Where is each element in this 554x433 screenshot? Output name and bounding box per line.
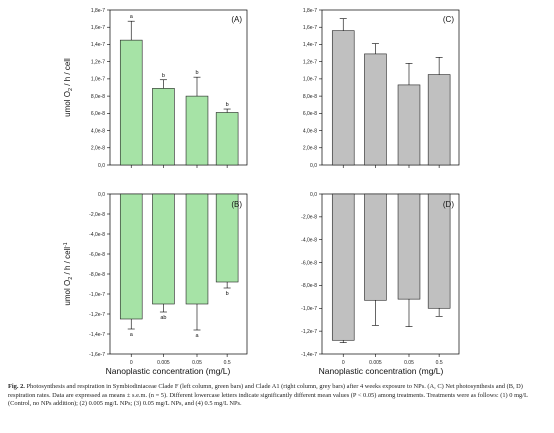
x-tick-label: 0.05 <box>192 360 202 366</box>
bar <box>331 193 355 341</box>
y-tick-label: 4,0e-8 <box>91 128 105 134</box>
bar <box>215 112 239 166</box>
plot-frame <box>321 193 460 355</box>
significance-letter: ab <box>160 315 166 321</box>
significance-letter: b <box>226 102 229 108</box>
significance-letter: b <box>195 70 198 76</box>
y-tick-label: 8,0e-8 <box>91 94 105 100</box>
y-tick-label: 1,4e-7 <box>303 42 317 48</box>
x-tick-label: 0 <box>342 360 345 366</box>
y-tick-label: 0,0 <box>98 192 105 198</box>
y-tick-label: 1,2e-7 <box>91 59 105 65</box>
panel-d-respiration-clade-a1: 0,0 -2,0e-8 -4,0e-8 -6,0e-8 -8,0e-8 -1,0e-7 -1… <box>301 192 460 366</box>
x-tick-label: 0.005 <box>157 360 170 366</box>
y-tick-label: -1,2e-7 <box>89 312 105 318</box>
caption-text: Photosynthesis and respiration in Symbio… <box>8 383 528 408</box>
x-tick-label: 0.05 <box>404 360 414 366</box>
caption-figure-label: Fig. 2. <box>8 383 25 390</box>
bar <box>152 193 175 305</box>
panel-b-respiration-clade-f: 0,0 -2,0e-8 -4,0e-8 -6,0e-8 -8,0e-8 -1,0e-7 -1… <box>63 192 248 366</box>
x-tick-label: 0.005 <box>369 360 382 366</box>
plot-frame <box>109 9 248 166</box>
y-tick-label: 0,0 <box>310 163 317 169</box>
y-tick-label: -1,4e-7 <box>89 332 105 338</box>
y-tick-label: -1,2e-7 <box>301 329 317 335</box>
y-tick-label: 1,0e-7 <box>91 77 105 83</box>
panel-label: (B) <box>231 200 242 209</box>
y-tick-label: -1,0e-7 <box>89 292 105 298</box>
panel-c-net-photosynthesis-clade-a1: 0,0 2,0e-8 4,0e-8 6,0e-8 8,0e-8 1,0e-7 1,2e-7 1… <box>303 8 460 169</box>
bar <box>185 193 209 305</box>
bar <box>152 88 175 166</box>
x-tick-label: 0.5 <box>436 360 443 366</box>
y-tick-label: -4,0e-8 <box>89 232 105 238</box>
y-tick-label: 1,2e-7 <box>303 59 317 65</box>
y-tick-label: 1,4e-7 <box>91 42 105 48</box>
x-axis-label-left: Nanoplastic concentration (mg/L) <box>106 366 231 376</box>
bar <box>397 84 421 166</box>
y-tick-label: -1,0e-7 <box>301 306 317 312</box>
y-tick-label: -4,0e-8 <box>301 238 317 244</box>
x-axis-label-right: Nanoplastic concentration (mg/L) <box>319 366 444 376</box>
significance-letter: b <box>162 73 165 79</box>
bar <box>185 95 209 166</box>
significance-letter: b <box>226 291 229 297</box>
bar <box>364 193 387 301</box>
y-tick-label: 1,8e-7 <box>303 8 317 14</box>
panel-label: (A) <box>231 15 242 24</box>
plot-frame <box>321 9 460 166</box>
y-tick-label: -6,0e-8 <box>301 260 317 266</box>
y-tick-label: 6,0e-8 <box>91 111 105 117</box>
y-axis-label: umol O2 / h / cell <box>63 58 74 117</box>
y-tick-label: 1,0e-7 <box>303 77 317 83</box>
y-tick-label: 1,6e-7 <box>303 25 317 31</box>
y-tick-label: -8,0e-8 <box>89 272 105 278</box>
y-tick-label: -2,0e-8 <box>89 212 105 218</box>
y-tick-label: 0,0 <box>310 192 317 198</box>
bar <box>427 74 451 166</box>
y-tick-label: -8,0e-8 <box>301 283 317 289</box>
y-tick-label: 6,0e-8 <box>303 111 317 117</box>
bar <box>119 39 143 166</box>
panel-label: (D) <box>443 200 454 209</box>
bar <box>427 193 451 309</box>
y-tick-label: 1,8e-7 <box>91 8 105 14</box>
y-tick-label: 2,0e-8 <box>91 146 105 152</box>
y-axis-label: umol O2 / h / cell-1 <box>63 242 74 305</box>
y-tick-label: 0,0 <box>98 163 105 169</box>
x-tick-label: 0.5 <box>224 360 231 366</box>
bar <box>364 53 387 166</box>
panel-label: (C) <box>443 15 454 24</box>
bar <box>119 193 143 320</box>
figure-caption: Fig. 2. Photosynthesis and respiration i… <box>8 383 548 409</box>
y-tick-label: -1,6e-7 <box>89 352 105 358</box>
x-tick-label: 0 <box>130 360 133 366</box>
y-tick-label: -1,4e-7 <box>301 352 317 358</box>
y-tick-label: 8,0e-8 <box>303 94 317 100</box>
bar <box>397 193 421 300</box>
y-tick-label: 1,6e-7 <box>91 25 105 31</box>
significance-letter: a <box>130 14 134 20</box>
bar <box>331 30 355 166</box>
significance-letter: a <box>195 333 199 339</box>
significance-letter: a <box>130 332 134 338</box>
y-tick-label: -2,0e-8 <box>301 215 317 221</box>
panel-a-net-photosynthesis-clade-f: 0,0 2,0e-8 4,0e-8 6,0e-8 8,0e-8 1,0e-7 1,2e-7 1… <box>63 8 248 169</box>
y-tick-label: -6,0e-8 <box>89 252 105 258</box>
y-tick-label: 2,0e-8 <box>303 146 317 152</box>
y-tick-label: 4,0e-8 <box>303 128 317 134</box>
